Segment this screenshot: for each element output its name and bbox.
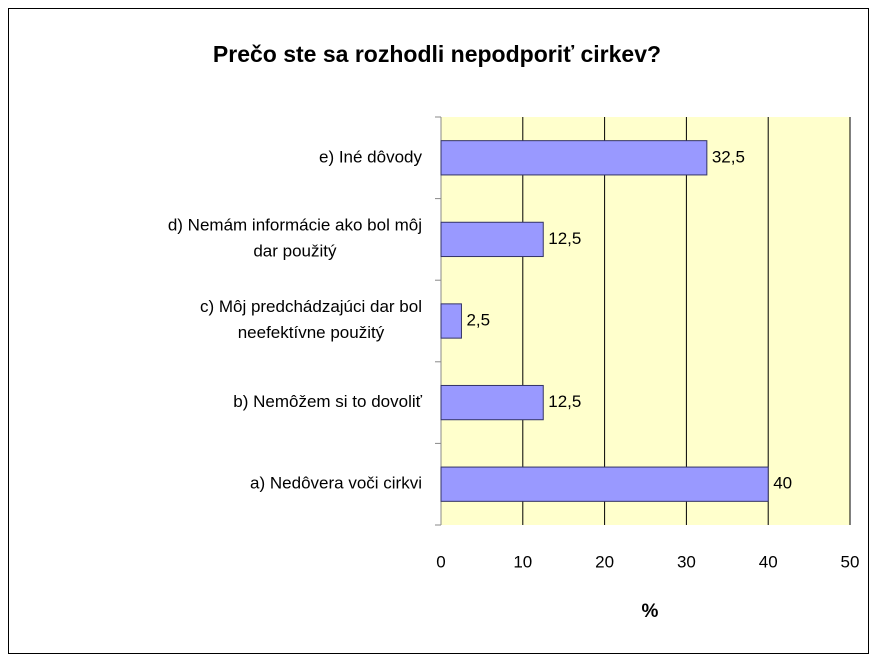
bar [440, 384, 544, 421]
x-tick-label: 40 [759, 552, 778, 571]
x-tick-label: 0 [436, 552, 445, 571]
bar [440, 140, 708, 176]
value-label: 12,5 [548, 229, 581, 248]
value-label: 2,5 [466, 310, 490, 329]
value-label: 32,5 [712, 147, 745, 166]
y-tick-label: a) Nedôvera voči cirkvi [250, 474, 422, 493]
bar [440, 303, 462, 339]
plot-area [441, 117, 850, 525]
y-tick-label: e) Iné dôvody [319, 147, 423, 166]
x-tick-label: 20 [595, 552, 614, 571]
value-label: 12,5 [548, 392, 581, 411]
chart-title: Prečo ste sa rozhodli nepodporiť cirkev? [213, 41, 661, 67]
value-label: 40 [773, 474, 792, 493]
x-tick-label: 10 [513, 552, 532, 571]
x-tick-label: 50 [841, 552, 860, 571]
y-tick-label: b) Nemôžem si to dovoliť [233, 392, 422, 411]
bar [440, 221, 544, 258]
y-tick-label: c) Môj predchádzajúci dar bol neefektívne… [200, 297, 422, 342]
x-axis-title: % [642, 601, 659, 622]
bar [440, 466, 769, 502]
y-tick-label: d) Nemám informácie ako bol môj dar použi… [168, 216, 422, 261]
x-tick-label: 30 [677, 552, 696, 571]
